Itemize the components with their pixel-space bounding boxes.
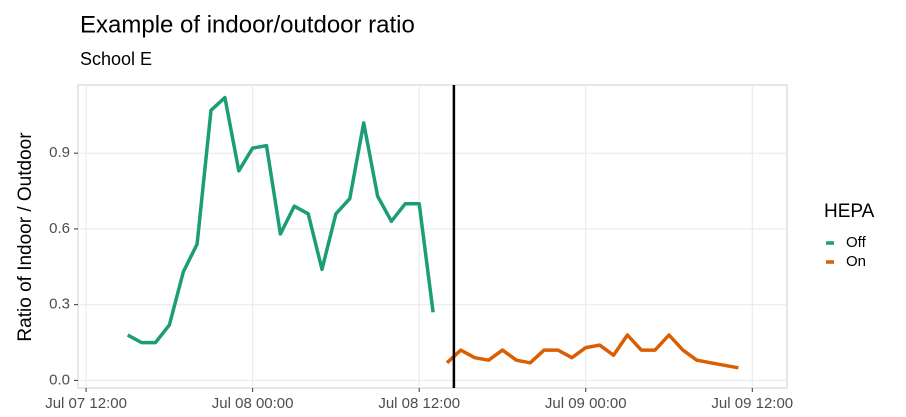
x-tick-label: Jul 08 00:00: [212, 395, 294, 412]
data-line: [126, 95, 435, 345]
legend-label: Off: [846, 234, 867, 251]
y-tick-label: 0.9: [49, 144, 70, 161]
chart-subtitle: School E: [80, 49, 152, 69]
x-tick-label: Jul 08 12:00: [378, 395, 460, 412]
plot-panel: [77, 84, 788, 389]
y-tick-label: 0.6: [49, 220, 70, 237]
chart-title: Example of indoor/outdoor ratio: [80, 11, 415, 38]
x-tick-label: Jul 09 12:00: [711, 395, 793, 412]
legend-label: On: [846, 253, 866, 270]
y-tick-label: 0.3: [49, 296, 70, 313]
x-tick-label: Jul 09 00:00: [545, 395, 627, 412]
x-tick-label: Jul 07 12:00: [45, 395, 127, 412]
y-tick-label: 0.0: [49, 371, 70, 388]
data-line: [445, 333, 739, 370]
legend-title: HEPA: [824, 201, 875, 222]
y-axis-label: Ratio of Indoor / Outdoor: [15, 132, 36, 342]
